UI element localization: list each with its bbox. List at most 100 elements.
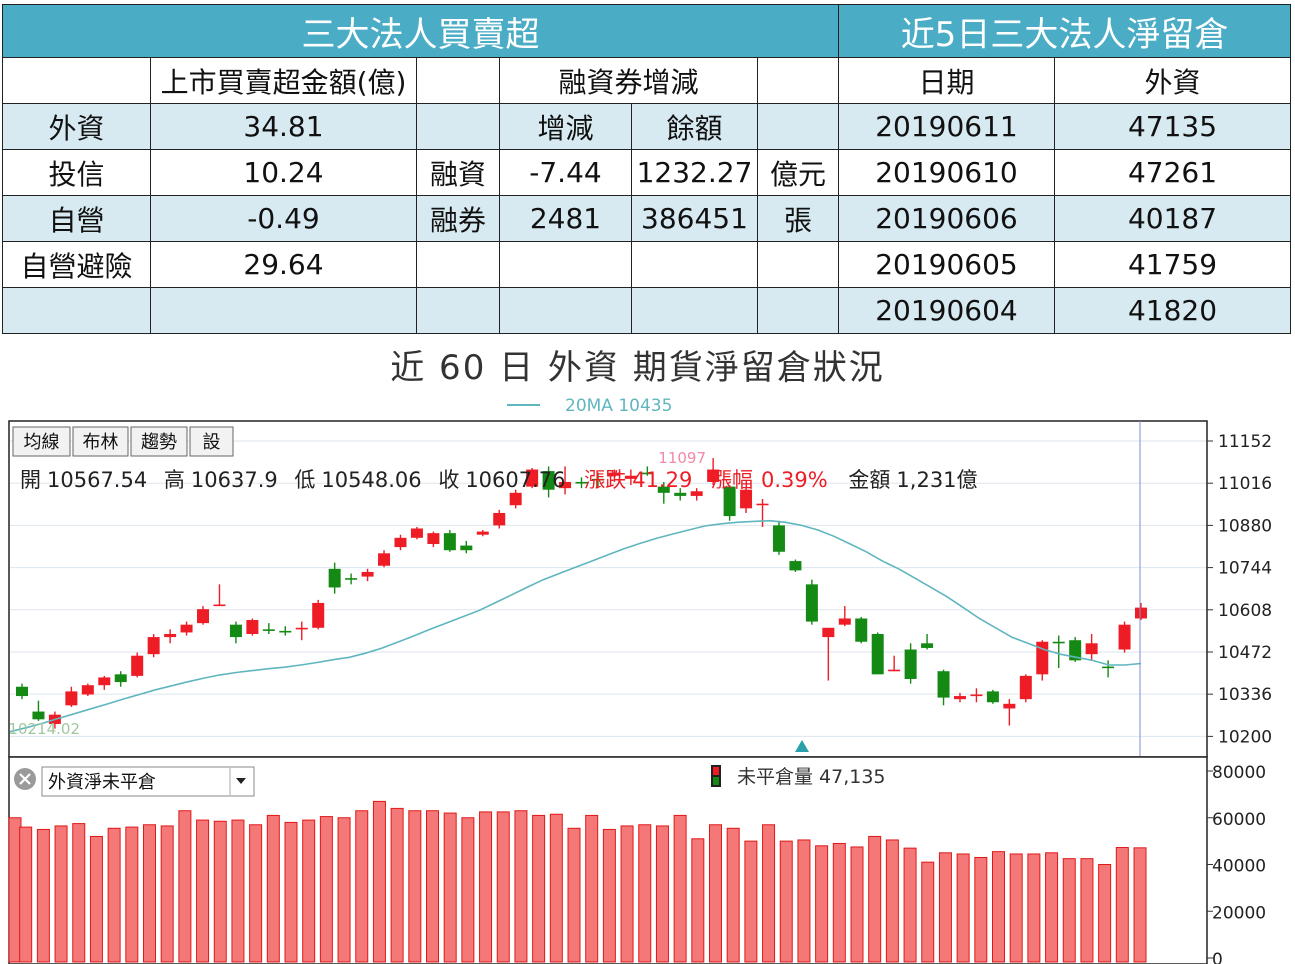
ohlc-readout: 開 10567.54 高 10637.9 低 10548.06 收 10607.76 漲… xyxy=(20,468,978,492)
candle xyxy=(690,488,703,501)
candle-body xyxy=(953,696,966,700)
candle-body xyxy=(855,618,868,642)
open-interest-bar xyxy=(868,835,882,963)
candle-body xyxy=(131,655,144,676)
open-interest-bar xyxy=(319,816,333,963)
open-interest-bar xyxy=(479,811,493,963)
candle xyxy=(723,485,736,521)
candle xyxy=(378,550,391,568)
candle-body xyxy=(986,691,999,703)
y-tick-label: 60000 xyxy=(1212,810,1266,830)
candle-body xyxy=(81,685,94,695)
candle xyxy=(460,540,473,554)
candle xyxy=(591,472,604,489)
open-interest-bar xyxy=(408,810,422,963)
open-interest-bar xyxy=(143,824,156,963)
candle-body xyxy=(1102,666,1115,669)
y-tick-label: 10336 xyxy=(1218,685,1272,705)
open-interest-bar xyxy=(54,825,68,963)
empty-cell xyxy=(150,287,417,334)
open-interest-bar xyxy=(1080,858,1094,963)
candle-body xyxy=(345,578,358,580)
candle xyxy=(16,683,28,700)
ma-button[interactable]: 均線 xyxy=(12,426,71,457)
date-cell: 20190611 xyxy=(838,103,1055,150)
candle xyxy=(838,606,851,627)
settings-button[interactable]: 設 xyxy=(189,426,234,457)
candle xyxy=(81,683,94,697)
candle-body xyxy=(509,492,522,506)
amount-label: 金額 xyxy=(848,468,890,492)
candle-body xyxy=(65,691,78,706)
candle xyxy=(674,488,687,501)
candle-body xyxy=(921,643,934,648)
open-interest-bar xyxy=(585,814,599,963)
candle xyxy=(1102,660,1115,678)
candle xyxy=(575,477,588,489)
bollinger-button[interactable]: 布林 xyxy=(72,426,129,457)
subheader-change: 增減 xyxy=(499,103,632,150)
empty-cell xyxy=(499,241,632,288)
candle-body xyxy=(443,533,456,551)
candle xyxy=(295,621,308,641)
chevron-down-icon xyxy=(236,778,246,784)
open-interest-bar xyxy=(549,813,563,963)
candle xyxy=(756,499,769,527)
indicator-legend-icon xyxy=(711,765,721,787)
candle xyxy=(180,621,193,636)
candle-body xyxy=(1069,640,1082,661)
candle-body xyxy=(559,481,572,489)
candle xyxy=(114,671,127,687)
trend-button[interactable]: 趨勢 xyxy=(130,426,188,457)
candle-body xyxy=(937,671,950,698)
candle xyxy=(164,629,177,644)
candle xyxy=(394,534,407,551)
low-label: 低 xyxy=(294,468,315,492)
close-label: 收 xyxy=(438,468,459,492)
close-indicator-button[interactable] xyxy=(14,768,36,790)
empty-cell xyxy=(416,287,500,334)
candle-body xyxy=(723,486,736,517)
candle xyxy=(476,530,489,537)
candle-body xyxy=(279,630,292,633)
close-icon-glyph xyxy=(19,773,31,785)
open-interest-bar xyxy=(19,826,33,963)
y-tick-label: 40000 xyxy=(1212,857,1266,877)
min-mark: 10214.02 xyxy=(8,720,80,738)
candle xyxy=(32,700,45,721)
open-interest-bar xyxy=(196,819,210,963)
indicator-legend-label: 未平倉量 47,135 xyxy=(737,766,886,788)
open-interest-bar xyxy=(1133,847,1147,963)
open-interest-bar xyxy=(178,810,192,963)
indicator-legend: 未平倉量 47,135 xyxy=(711,765,886,788)
candle-body xyxy=(16,686,28,697)
candle-body xyxy=(904,649,917,679)
margin-unit: 張 xyxy=(756,195,840,242)
candle-body xyxy=(756,503,769,506)
candle xyxy=(493,509,506,529)
candle-body xyxy=(591,478,604,481)
empty-cell xyxy=(2,287,151,334)
candle-body xyxy=(394,537,407,548)
candle xyxy=(888,655,901,672)
margin-row-label: 融資 xyxy=(416,149,500,196)
open-interest-bar xyxy=(160,825,174,963)
candle-body xyxy=(805,584,818,622)
open-interest-bar xyxy=(355,810,369,963)
open-interest-bar xyxy=(213,820,227,963)
value-cell: 47261 xyxy=(1053,149,1292,196)
indicator-dropdown[interactable]: 外資淨未平倉 xyxy=(41,766,255,797)
candle xyxy=(65,686,78,707)
candle xyxy=(986,689,999,704)
open-interest-bar xyxy=(1062,858,1076,963)
candle-body xyxy=(197,609,210,624)
row-label: 自營 xyxy=(2,195,151,242)
candle-body xyxy=(147,637,160,655)
candle-body xyxy=(888,669,901,672)
candle-body xyxy=(1085,643,1098,655)
y-tick-label: 10200 xyxy=(1218,727,1272,747)
open-interest-bar xyxy=(885,839,899,963)
candle xyxy=(921,633,934,650)
close-value: 10607.76 xyxy=(465,468,565,492)
candle-body xyxy=(460,545,473,551)
